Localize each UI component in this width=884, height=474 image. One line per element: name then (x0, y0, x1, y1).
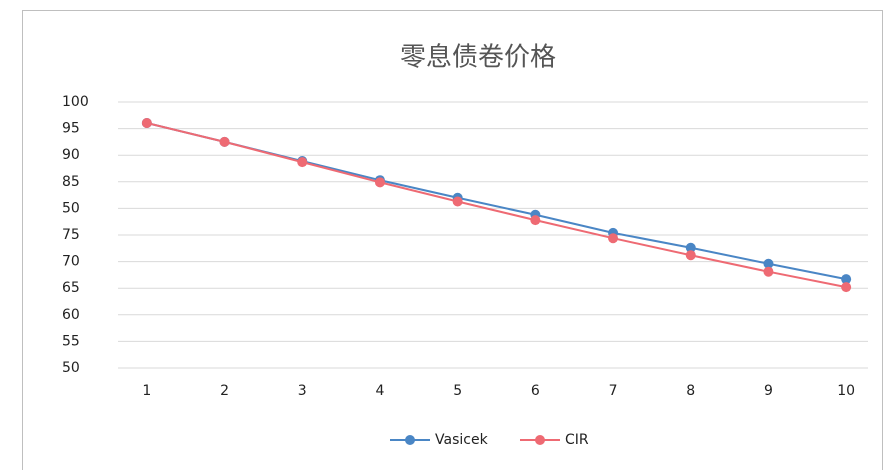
y-tick-label: 85 (62, 174, 80, 190)
y-tick-label: 50 (62, 200, 80, 216)
x-tick-label: 4 (375, 383, 384, 399)
y-tick-label: 100 (62, 94, 89, 110)
x-tick-label: 2 (220, 383, 229, 399)
x-tick-label: 10 (837, 383, 855, 399)
y-tick-label: 55 (62, 333, 80, 349)
y-tick-label: 65 (62, 280, 80, 296)
point (841, 282, 852, 293)
y-tick-label: 70 (62, 254, 80, 270)
point (763, 258, 774, 269)
point (685, 250, 696, 261)
y-tick-label: 50 (62, 360, 80, 376)
y-tick-label: 95 (62, 121, 80, 137)
point (452, 196, 463, 207)
x-tick-label: 8 (686, 383, 695, 399)
point (374, 177, 385, 188)
series-line (146, 122, 847, 289)
x-tick-label: 5 (453, 383, 462, 399)
point (685, 242, 696, 253)
point (530, 215, 541, 226)
legend-marker (405, 435, 415, 445)
point (219, 136, 230, 147)
legend-label: Vasicek (435, 432, 489, 448)
x-tick-label: 3 (298, 383, 307, 399)
y-tick-label: 60 (62, 307, 80, 323)
point (141, 118, 152, 129)
y-tick-label: 90 (62, 147, 80, 163)
point (763, 266, 774, 277)
x-tick-label: 1 (142, 383, 151, 399)
x-tick-label: 6 (531, 383, 540, 399)
chart-title: 零息债卷价格 (400, 43, 556, 73)
legend-label: CIR (565, 432, 589, 448)
point (841, 274, 852, 285)
y-tick-label: 75 (62, 227, 80, 243)
chart-frame (22, 10, 883, 474)
legend-marker (535, 435, 545, 445)
x-tick-label: 9 (764, 383, 773, 399)
x-tick-label: 7 (609, 383, 618, 399)
point (608, 233, 619, 244)
point (297, 157, 308, 168)
